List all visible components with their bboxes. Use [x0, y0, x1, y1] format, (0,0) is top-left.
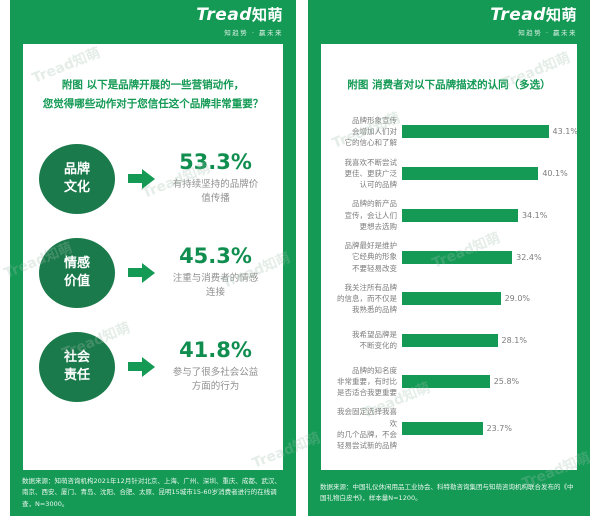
arrow-right-icon: [128, 262, 155, 283]
bar-label: 品牌形象宣传 会增加人们对 它的信心和了解: [344, 115, 398, 148]
arrow-shaft: [128, 174, 142, 184]
stat-text-block: 53.3% 有持续坚持的品牌价 值传播: [164, 151, 267, 206]
right-card-body: 附图 消费者对以下品牌描述的认同（多选） 品牌形象宣传 会增加人们对 它的信心和…: [321, 44, 577, 470]
stat-circle: 品牌 文化: [39, 143, 115, 214]
bar-value: 25.8%: [493, 377, 520, 387]
left-source-note: 数据来源：知萌咨询机构2021年12月针对北京、上海、广州、深圳、重庆、成都、武…: [22, 477, 281, 508]
bar-label: 我会固定选择我喜欢 的几个品牌，不会 轻易尝试新的品牌: [337, 407, 397, 451]
bar: [402, 125, 549, 139]
brand-tagline: 知趋势 · 赢未来: [224, 29, 283, 37]
right-panel-title: 附图 消费者对以下品牌描述的认同（多选）: [347, 79, 551, 91]
stat-text-block: 41.8% 参与了很多社会公益 方面的行为: [164, 339, 267, 394]
stat-value: 45.3%: [179, 244, 252, 269]
bar-track: 25.8%: [402, 375, 571, 389]
bar-value: 34.1%: [521, 210, 548, 220]
left-panel-title-line2: 您觉得哪些动作对于您信任这个品牌非常重要？: [42, 97, 264, 110]
right-source-note: 数据来源：中国礼仪休闲用品工业协会、科特勒咨询集团与知萌咨询机构联合发布的《中国…: [320, 482, 574, 502]
left-card-footer: 数据来源：知萌咨询机构2021年12月针对北京、上海、广州、深圳、重庆、成都、武…: [10, 470, 296, 516]
bar-label: 品牌的知名度 非常重要，有时比 是否适合我更重要: [337, 365, 397, 398]
bar: [402, 422, 483, 436]
stat-text-block: 45.3% 注重与消费者的情感 连接: [164, 245, 267, 300]
bar-track: 28.1%: [402, 333, 571, 347]
bar-row: 品牌的新产品 宣传，会让人们 更想去选购 34.1%: [331, 198, 571, 232]
arrow-right-icon: [128, 168, 155, 189]
bar-chart: 品牌形象宣传 会增加人们对 它的信心和了解 43.1% 我喜欢不断尝试 更佳、更…: [321, 115, 577, 452]
bar-label: 我喜欢不断尝试 更佳、更获广泛 认可的品牌: [344, 157, 398, 190]
arrow-head: [142, 356, 155, 377]
arrow-head: [142, 168, 155, 189]
bar-track: 40.1%: [402, 167, 571, 181]
stat-value: 53.3%: [179, 150, 252, 175]
brand-logo: Tread知萌: [490, 7, 577, 24]
arrow-shaft: [128, 362, 142, 372]
bar-track: 34.1%: [402, 208, 571, 222]
bar-track: 23.7%: [402, 422, 571, 436]
bar-track: 32.4%: [402, 250, 571, 264]
bar: [402, 375, 490, 389]
right-card-footer: 数据来源：中国礼仪休闲用品工业协会、科特勒咨询集团与知萌咨询机构联合发布的《中国…: [308, 470, 590, 516]
stat-value: 41.8%: [179, 338, 252, 363]
bar: [402, 167, 539, 181]
bar-row: 我喜欢不断尝试 更佳、更获广泛 认可的品牌 40.1%: [331, 157, 571, 191]
bar-label: 品牌的新产品 宣传，会让人们 更想去选购: [344, 199, 398, 231]
stat-row: 情感 价值 45.3% 注重与消费者的情感 连接: [39, 237, 267, 308]
bar-row: 品牌形象宣传 会增加人们对 它的信心和了解 43.1%: [331, 115, 578, 149]
bar-track: 29.0%: [402, 292, 571, 306]
stat-row: 品牌 文化 53.3% 有持续坚持的品牌价 值传播: [39, 143, 267, 214]
left-card: Tread知萌 知趋势 · 赢未来 附图 以下是品牌开展的一些营销动作， 您觉得…: [10, 0, 296, 516]
bar: [402, 333, 498, 347]
brand-logo-en: Tread: [196, 5, 252, 25]
bar: [402, 292, 501, 306]
bar-label: 品牌最好是维护 它经典的形象 不要轻易改变: [344, 241, 398, 273]
bar-value: 43.1%: [552, 127, 577, 137]
arrow-right-icon: [128, 356, 155, 377]
left-card-body: 附图 以下是品牌开展的一些营销动作， 您觉得哪些动作对于您信任这个品牌非常重要？…: [23, 44, 283, 470]
stat-circle: 情感 价值: [39, 237, 115, 308]
stat-desc: 注重与消费者的情感 连接: [172, 272, 259, 298]
brand-tagline: 知趋势 · 赢未来: [518, 29, 577, 37]
bar-row: 我关注所有品牌 的信息，而不仅是 我熟悉的品牌 29.0%: [331, 282, 571, 316]
stat-circle: 社会 责任: [39, 331, 115, 402]
bar-value: 23.7%: [486, 424, 512, 434]
bar-value: 29.0%: [504, 294, 531, 304]
arrow-shaft: [128, 268, 142, 278]
stat-desc: 有持续坚持的品牌价 值传播: [172, 178, 259, 204]
stat-desc: 参与了很多社会公益 方面的行为: [172, 366, 259, 392]
brand-logo: Tread知萌: [196, 7, 283, 24]
bar-value: 32.4%: [516, 252, 542, 262]
brand-logo-cn: 知萌: [251, 6, 283, 24]
left-panel-title: 附图 以下是品牌开展的一些营销动作， 您觉得哪些动作对于您信任这个品牌非常重要？: [33, 76, 273, 114]
bar-label: 我关注所有品牌 的信息，而不仅是 我熟悉的品牌: [337, 282, 397, 315]
bar-value: 40.1%: [542, 169, 568, 179]
bar-row: 品牌的知名度 非常重要，有时比 是否适合我更重要 25.8%: [331, 365, 571, 399]
bar-row: 我会固定选择我喜欢 的几个品牌，不会 轻易尝试新的品牌 23.7%: [331, 406, 571, 451]
stat-rows: 品牌 文化 53.3% 有持续坚持的品牌价 值传播 情感 价值 45.3% 注重…: [23, 143, 283, 402]
bar-track: 43.1%: [402, 125, 577, 139]
right-card: Tread知萌 知趋势 · 赢未来 附图 消费者对以下品牌描述的认同（多选） 品…: [308, 0, 590, 516]
right-card-header: Tread知萌 知趋势 · 赢未来: [308, 0, 590, 44]
arrow-head: [142, 262, 155, 283]
bar-row: 品牌最好是维护 它经典的形象 不要轻易改变 32.4%: [331, 240, 571, 274]
bar: [402, 208, 518, 222]
bar-label: 我希望品牌是 不断变化的: [352, 329, 397, 351]
bar-value: 28.1%: [501, 335, 527, 345]
bar-row: 我希望品牌是 不断变化的 28.1%: [331, 324, 571, 357]
bar: [402, 250, 513, 264]
left-card-header: Tread知萌 知趋势 · 赢未来: [10, 0, 296, 44]
stat-row: 社会 责任 41.8% 参与了很多社会公益 方面的行为: [39, 331, 267, 402]
brand-logo-cn: 知萌: [545, 6, 577, 24]
left-panel-title-line1: 附图 以下是品牌开展的一些营销动作，: [61, 79, 245, 91]
brand-logo-en: Tread: [490, 5, 546, 25]
